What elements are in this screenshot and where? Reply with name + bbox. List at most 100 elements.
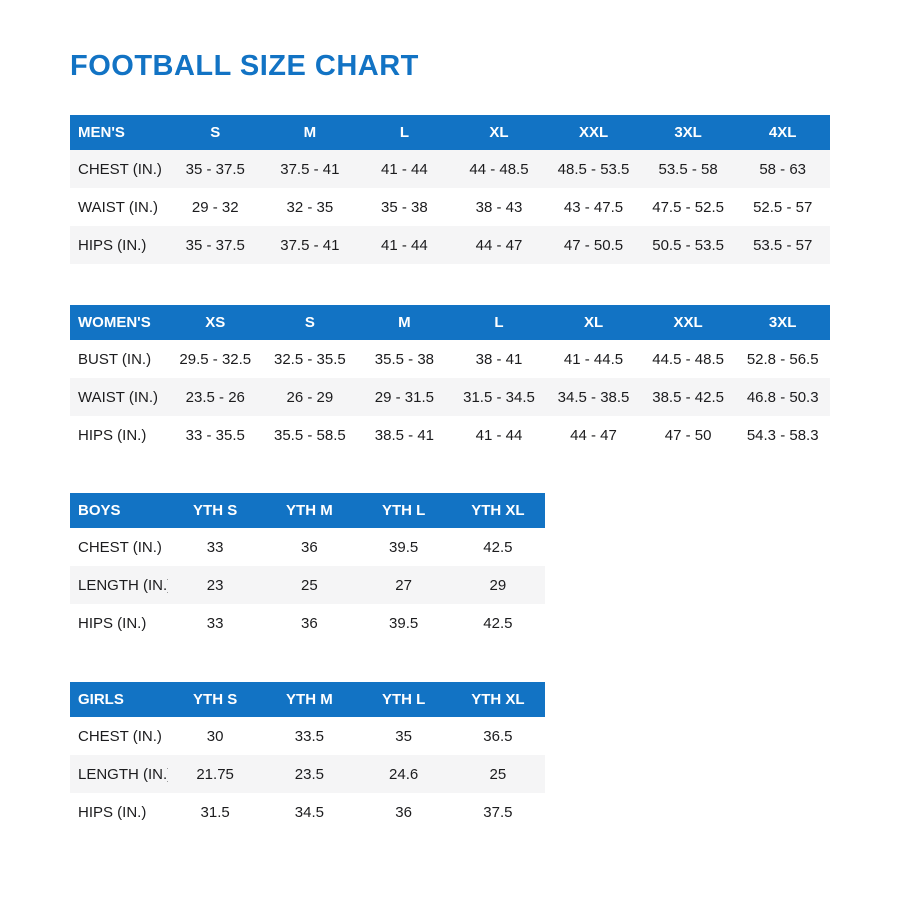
boys-size-table-section: BOYS YTH S YTH M YTH L YTH XL CHEST (IN.) 33 36… [70, 493, 545, 642]
size-value: 35.5 - 58.5 [273, 426, 346, 444]
size-value: 35 - 37.5 [168, 150, 263, 188]
size-value: 41 - 44 [357, 226, 452, 264]
table-title-cell: MEN'S [70, 115, 168, 150]
column-header: S [168, 115, 263, 150]
size-value: 38.5 - 41 [374, 426, 435, 444]
size-value: 33.5 [294, 727, 324, 745]
column-header: YTH M [262, 493, 357, 528]
size-value: 33 [206, 614, 224, 632]
row-label: CHEST (IN.) [78, 727, 162, 745]
size-table-boys: BOYS YTH S YTH M YTH L YTH XL CHEST (IN.) 33 36… [70, 493, 545, 642]
table-row: WAIST (IN.) 29 - 32 32 - 35 35 - 38 38 - 43 4… [70, 188, 830, 226]
size-value: 53.5 - 57 [735, 226, 830, 264]
size-value: 42.5 [483, 614, 513, 632]
row-label: LENGTH (IN.) [70, 755, 168, 793]
page-title: FOOTBALL SIZE CHART [70, 50, 419, 82]
table-row: HIPS (IN.) 35 - 37.5 37.5 - 41 41 - 44 44 - … [70, 226, 830, 264]
row-label: HIPS (IN.) [78, 614, 147, 632]
size-value: 36.5 [483, 727, 513, 745]
size-value: 25 [262, 566, 357, 604]
table-row: BUST (IN.) 29.5 - 32.5 32.5 - 35.5 35.5 - 3… [70, 340, 830, 378]
table-header-row: BOYS YTH S YTH M YTH L YTH XL [70, 493, 545, 528]
size-value: 29 - 32 [191, 198, 239, 216]
size-table-girls: GIRLS YTH S YTH M YTH L YTH XL CHEST (IN.) 30 3… [70, 682, 545, 831]
column-header: YTH XL [450, 682, 545, 717]
size-value: 34.5 - 38.5 [546, 378, 641, 416]
column-header: XL [451, 115, 547, 150]
size-value: 23.5 - 26 [168, 378, 263, 416]
column-header: YTH XL [450, 493, 545, 528]
table-row: HIPS (IN.) 33 36 39.5 42.5 [70, 604, 545, 642]
size-value: 47.5 - 52.5 [652, 198, 724, 216]
size-value: 43 - 47.5 [563, 198, 624, 216]
size-value: 38 - 43 [475, 198, 523, 216]
size-value: 39.5 [389, 538, 419, 556]
size-table-women-s: WOMEN'S XS S M L XL XXL 3XL BUST (IN.) 29.5 - 32.… [70, 305, 830, 454]
column-header: XXL [640, 305, 736, 340]
column-header: M [262, 115, 358, 150]
size-value: 29 [450, 566, 545, 604]
row-label: CHEST (IN.) [70, 150, 168, 188]
size-value: 29.5 - 32.5 [179, 350, 252, 368]
row-label: LENGTH (IN.) [70, 566, 168, 604]
size-value: 36 [395, 803, 412, 821]
size-value: 36 [301, 614, 318, 632]
size-value: 27 [356, 566, 451, 604]
size-value: 47 - 50.5 [546, 226, 641, 264]
table-title-cell: WOMEN'S [70, 305, 168, 340]
size-value: 44 - 47 [570, 426, 617, 444]
size-value: 44 - 48.5 [451, 150, 547, 188]
size-value: 46.8 - 50.3 [735, 378, 830, 416]
size-value: 41 - 44 [475, 426, 523, 444]
row-label: HIPS (IN.) [70, 226, 168, 264]
size-value: 29 - 31.5 [357, 378, 452, 416]
size-value: 38.5 - 42.5 [640, 378, 736, 416]
size-value: 25 [450, 755, 545, 793]
size-value: 52.8 - 56.5 [746, 350, 819, 368]
size-value: 48.5 - 53.5 [546, 150, 641, 188]
row-label: WAIST (IN.) [78, 198, 158, 216]
column-header: YTH L [356, 682, 451, 717]
size-value: 35 [395, 727, 412, 745]
table-header-row: MEN'S S M L XL XXL 3XL 4XL [70, 115, 830, 150]
size-value: 41 - 44 [357, 150, 452, 188]
size-value: 26 - 29 [262, 378, 358, 416]
size-value: 44 - 47 [451, 226, 547, 264]
size-value: 39.5 [389, 614, 419, 632]
size-value: 44.5 - 48.5 [652, 350, 724, 368]
table-header-row: GIRLS YTH S YTH M YTH L YTH XL [70, 682, 545, 717]
row-label: BUST (IN.) [78, 350, 152, 368]
size-value: 37.5 [483, 803, 513, 821]
table-row: CHEST (IN.) 33 36 39.5 42.5 [70, 528, 545, 566]
table-row: HIPS (IN.) 31.5 34.5 36 37.5 [70, 793, 545, 831]
size-value: 41 - 44.5 [563, 350, 624, 368]
size-value: 33 [206, 538, 224, 556]
size-value: 35 - 37.5 [168, 226, 263, 264]
size-value: 38 - 41 [475, 350, 523, 368]
size-value: 30 [206, 727, 224, 745]
size-value: 32 - 35 [286, 198, 334, 216]
row-label: HIPS (IN.) [78, 426, 147, 444]
size-value: 42.5 [483, 538, 513, 556]
girls-size-table-section: GIRLS YTH S YTH M YTH L YTH XL CHEST (IN.) 30 3… [70, 682, 545, 831]
size-value: 31.5 - 34.5 [451, 378, 547, 416]
row-label: CHEST (IN.) [78, 538, 162, 556]
column-header: 4XL [735, 115, 830, 150]
size-value: 33 - 35.5 [185, 426, 245, 444]
womens-size-table-section: WOMEN'S XS S M L XL XXL 3XL BUST (IN.) 29.5 - 32.… [70, 305, 830, 454]
column-header: 3XL [735, 305, 830, 340]
column-header: 3XL [640, 115, 736, 150]
size-value: 34.5 [294, 803, 324, 821]
column-header: YTH M [262, 682, 357, 717]
row-label: WAIST (IN.) [70, 378, 168, 416]
size-value: 53.5 - 58 [640, 150, 736, 188]
table-row: HIPS (IN.) 33 - 35.5 35.5 - 58.5 38.5 - 41 4… [70, 416, 830, 454]
size-value: 37.5 - 41 [262, 226, 358, 264]
size-value: 58 - 63 [735, 150, 830, 188]
table-row: LENGTH (IN.) 23 25 27 29 [70, 566, 545, 604]
size-value: 47 - 50 [664, 426, 712, 444]
column-header: L [451, 305, 547, 340]
size-value: 21.75 [168, 755, 263, 793]
column-header: XXL [546, 115, 641, 150]
row-label: HIPS (IN.) [78, 803, 147, 821]
